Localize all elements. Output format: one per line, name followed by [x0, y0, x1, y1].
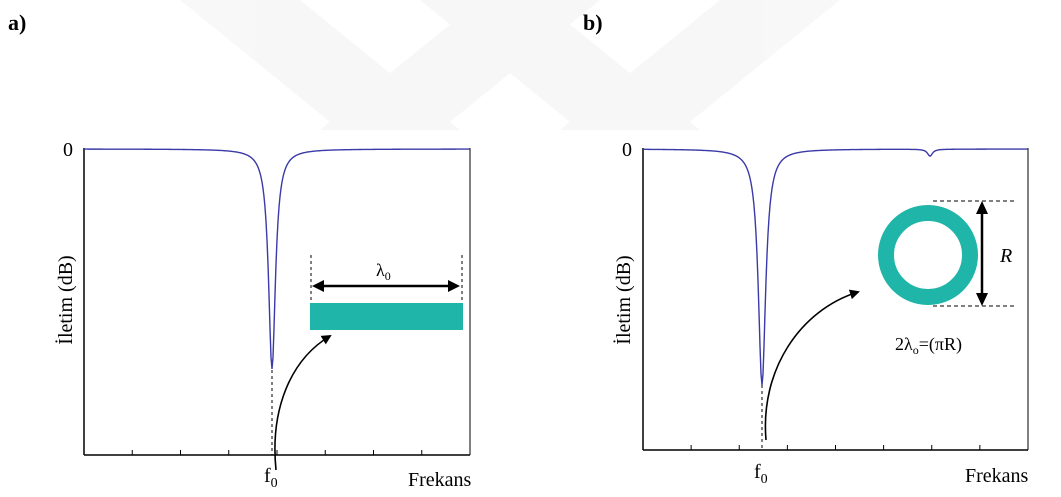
watermark: [180, 0, 840, 130]
panel-a-plot-frame: [83, 148, 471, 456]
panel-a-lambda-label: λ0: [376, 260, 391, 283]
panel-a-resonator: λ0: [310, 255, 463, 332]
panel-a-label: a): [8, 10, 26, 35]
panel-a-y-zero-label: 0: [63, 139, 73, 161]
panel-b-x-axis-label: Frekans: [965, 465, 1029, 487]
panel-a-x-ticks: [131, 450, 423, 455]
panel-b-resonator: R 2λo=(πR): [878, 200, 1015, 357]
panel-b-y-axis-label: İletim (dB): [612, 255, 635, 344]
panel-b-formula: 2λo=(πR): [895, 334, 962, 357]
panel-b-transmission-curve: [643, 148, 1028, 386]
panel-b-r-arrowhead-top: [976, 201, 988, 214]
panel-b-r-label: R: [999, 245, 1012, 267]
panel-b-r-arrowhead-bottom: [976, 293, 988, 306]
panel-a-y-axis-label: İletim (dB): [54, 255, 77, 344]
panel-b-y-zero-label: 0: [622, 139, 632, 161]
panel-a-x-axis-label: Frekans: [408, 469, 472, 491]
panel-b-curved-arrow: [764, 289, 860, 441]
panel-b-f0-label: f0: [754, 461, 768, 487]
panel-b-ring-resonator: [878, 205, 978, 305]
panel-a-transmission-curve: [84, 148, 470, 370]
panel-b-plot-frame: [642, 148, 1029, 451]
panel-b: b) 0 İletim (dB) f0 Frekans R 2λo=(πR): [583, 10, 1029, 487]
panel-a-lambda-arrowhead-right: [448, 280, 460, 292]
panel-a-f0-label: f0: [264, 465, 278, 491]
panel-a-strip-resonator: [310, 303, 463, 330]
panel-a-curved-arrow: [274, 334, 332, 471]
panel-b-x-ticks: [690, 445, 981, 450]
panel-a: a) 0 İletim (dB) f0 Frekans λ0: [8, 10, 472, 491]
panel-a-lambda-arrowhead-left: [312, 280, 324, 292]
panel-b-label: b): [583, 10, 603, 35]
